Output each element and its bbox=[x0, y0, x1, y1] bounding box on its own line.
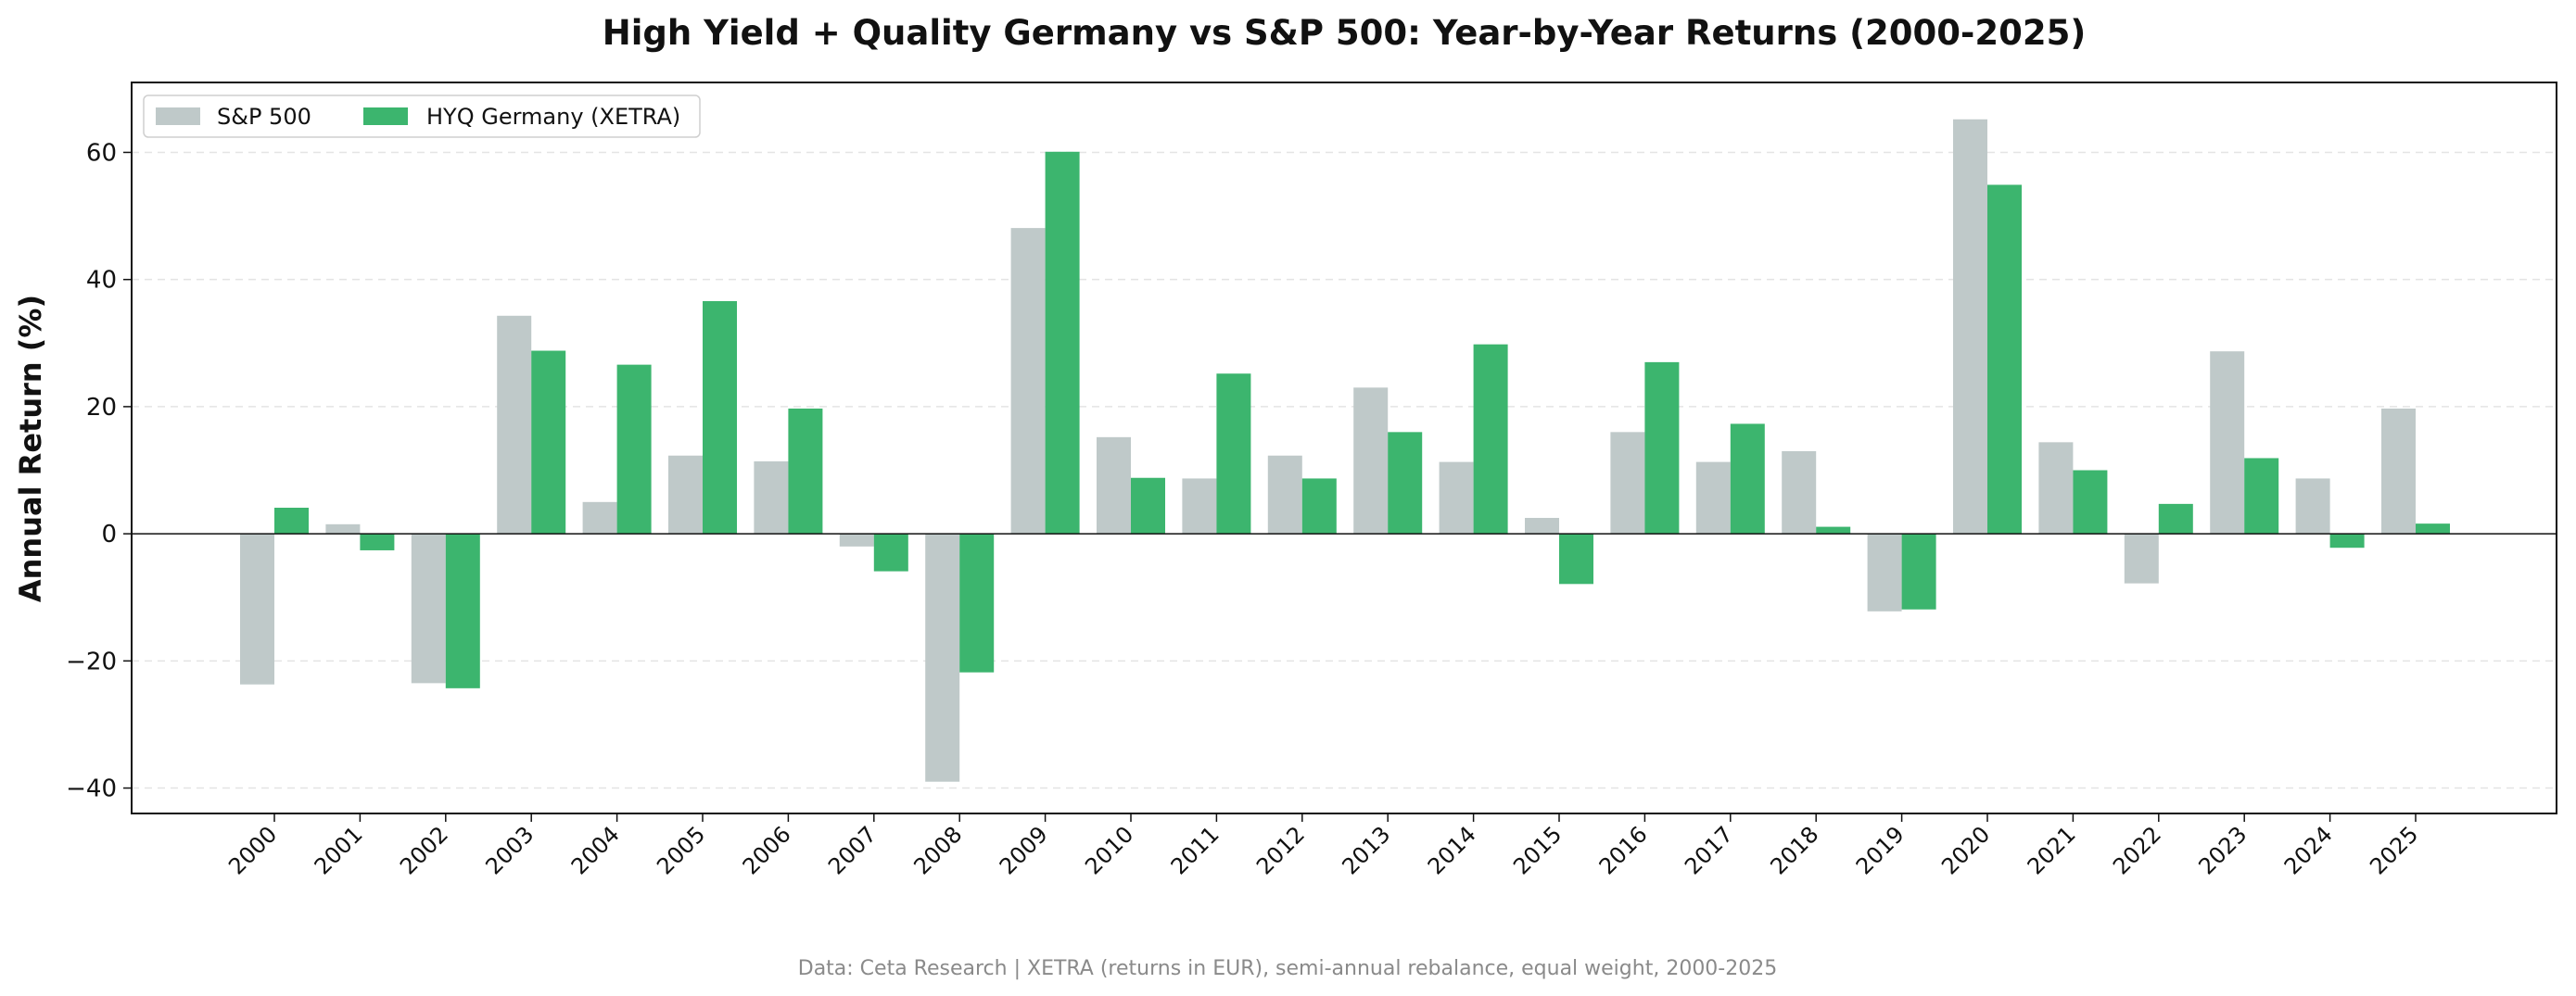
legend-swatch-hyq-germany bbox=[363, 107, 408, 125]
bar-hyq-germany bbox=[531, 350, 566, 535]
bar-hyq-germany bbox=[274, 507, 309, 535]
chart-title: High Yield + Quality Germany vs S&P 500:… bbox=[603, 13, 2087, 53]
plot-frame bbox=[131, 82, 2557, 814]
y-tick-label: −20 bbox=[66, 648, 117, 675]
x-tick-label: 2014 bbox=[1423, 821, 1481, 879]
bar-sp500 bbox=[1267, 455, 1302, 535]
x-tick-label: 2010 bbox=[1080, 821, 1138, 879]
bar-hyq-germany bbox=[1045, 151, 1080, 535]
bar-sp500 bbox=[1182, 478, 1217, 535]
x-axis-ticks: 2000 2001 2002 2003 2004 2005 2006 2007 2008 2009… bbox=[223, 813, 2423, 879]
y-tick-label: 60 bbox=[86, 139, 117, 167]
bar-sp500 bbox=[2124, 534, 2159, 584]
y-tick-label: 20 bbox=[86, 394, 117, 422]
x-tick-label: 2000 bbox=[223, 821, 282, 879]
bar-hyq-germany bbox=[445, 534, 480, 688]
legend-box bbox=[143, 95, 701, 138]
y-tick-label: 0 bbox=[101, 521, 117, 548]
bar-sp500 bbox=[1439, 461, 1474, 535]
bar-sp500 bbox=[839, 534, 874, 547]
x-tick-label: 2009 bbox=[995, 821, 1053, 879]
bar-sp500 bbox=[497, 315, 532, 535]
y-axis-ticks: −40 −20 0 20 40 60 bbox=[66, 139, 132, 803]
x-tick-label: 2001 bbox=[310, 821, 368, 879]
bars bbox=[240, 119, 2450, 782]
bar-sp500 bbox=[668, 455, 703, 535]
bar-hyq-germany bbox=[1131, 477, 1165, 535]
bar-sp500 bbox=[1867, 534, 1902, 611]
y-tick-label: −40 bbox=[66, 775, 117, 803]
y-axis-label: Annual Return (%) bbox=[13, 295, 48, 602]
bar-sp500 bbox=[1782, 450, 1817, 535]
bar-hyq-germany bbox=[1816, 526, 1851, 535]
bar-hyq-germany bbox=[788, 408, 823, 535]
bar-sp500 bbox=[2038, 442, 2074, 535]
bar-hyq-germany bbox=[873, 534, 908, 572]
bar-sp500 bbox=[411, 534, 446, 684]
bar-hyq-germany bbox=[2244, 458, 2279, 535]
bar-hyq-germany bbox=[1388, 432, 1423, 535]
gridlines bbox=[132, 151, 2557, 789]
x-tick-label: 2023 bbox=[2193, 821, 2252, 879]
bar-hyq-germany bbox=[1301, 478, 1337, 535]
bar-hyq-germany bbox=[1644, 361, 1680, 535]
x-tick-label: 2017 bbox=[1680, 821, 1738, 879]
x-tick-label: 2008 bbox=[908, 821, 967, 879]
bar-hyq-germany bbox=[360, 534, 395, 550]
x-tick-label: 2020 bbox=[1936, 821, 1995, 879]
bar-hyq-germany bbox=[616, 364, 652, 535]
bar-hyq-germany bbox=[1901, 534, 1936, 610]
y-tick-label: 40 bbox=[86, 267, 117, 295]
legend-label-hyq-germany: HYQ Germany (XETRA) bbox=[426, 104, 680, 130]
x-tick-label: 2004 bbox=[566, 821, 625, 879]
bar-sp500 bbox=[1010, 228, 1046, 535]
legend-label-sp500: S&P 500 bbox=[217, 104, 311, 130]
bar-sp500 bbox=[1353, 387, 1389, 535]
bar-hyq-germany bbox=[1559, 534, 1593, 585]
bar-hyq-germany bbox=[703, 301, 737, 535]
bar-sp500 bbox=[325, 523, 361, 535]
bar-hyq-germany bbox=[2158, 503, 2193, 535]
bar-sp500 bbox=[582, 501, 617, 535]
bar-hyq-germany bbox=[2416, 523, 2450, 535]
x-tick-label: 2012 bbox=[1251, 821, 1310, 879]
x-tick-label: 2003 bbox=[480, 821, 539, 879]
bar-hyq-germany bbox=[1473, 344, 1508, 535]
bar-sp500 bbox=[925, 534, 960, 782]
bar-hyq-germany bbox=[2073, 470, 2108, 535]
x-tick-label: 2024 bbox=[2279, 821, 2338, 879]
x-tick-label: 2006 bbox=[738, 821, 796, 879]
x-tick-label: 2016 bbox=[1594, 821, 1653, 879]
bar-hyq-germany bbox=[1987, 184, 2022, 535]
x-tick-label: 2021 bbox=[2023, 821, 2081, 879]
x-tick-label: 2018 bbox=[1765, 821, 1823, 879]
bar-hyq-germany bbox=[1216, 373, 1251, 535]
bar-hyq-germany bbox=[1730, 423, 1765, 535]
x-tick-label: 2025 bbox=[2365, 821, 2423, 879]
bar-sp500 bbox=[1097, 436, 1131, 535]
bar-sp500 bbox=[2381, 408, 2416, 535]
x-tick-label: 2005 bbox=[652, 821, 710, 879]
bar-hyq-germany bbox=[959, 534, 995, 673]
x-tick-label: 2019 bbox=[1851, 821, 1910, 879]
bar-sp500 bbox=[2210, 351, 2245, 535]
x-tick-label: 2007 bbox=[823, 821, 882, 879]
x-tick-label: 2022 bbox=[2108, 821, 2166, 879]
x-tick-label: 2011 bbox=[1166, 821, 1225, 879]
bar-sp500 bbox=[2295, 478, 2330, 535]
bar-sp500 bbox=[1525, 517, 1559, 535]
bar-sp500 bbox=[1695, 461, 1731, 535]
x-tick-label: 2013 bbox=[1337, 821, 1395, 879]
bar-sp500 bbox=[1953, 119, 1987, 535]
bar-hyq-germany bbox=[2329, 534, 2365, 548]
bar-sp500 bbox=[1610, 432, 1645, 535]
x-tick-label: 2015 bbox=[1508, 821, 1567, 879]
bar-sp500 bbox=[240, 534, 274, 685]
bar-sp500 bbox=[754, 460, 789, 535]
legend-swatch-sp500 bbox=[156, 107, 200, 125]
legend: S&P 500 HYQ Germany (XETRA) bbox=[143, 95, 701, 138]
source-note: Data: Ceta Research | XETRA (returns in … bbox=[798, 957, 1777, 980]
x-tick-label: 2002 bbox=[395, 821, 453, 879]
